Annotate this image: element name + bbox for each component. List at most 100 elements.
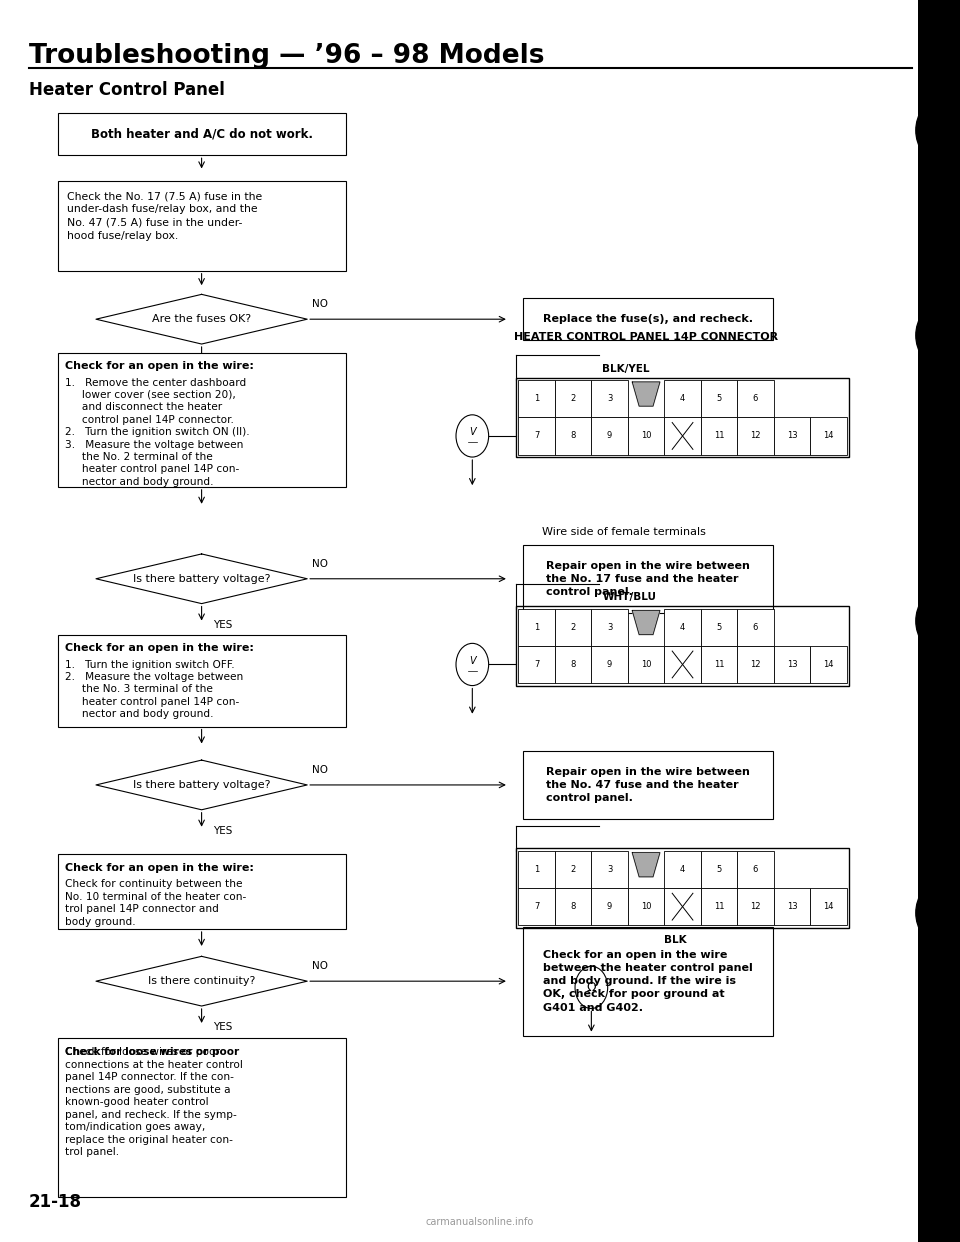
FancyBboxPatch shape [701,888,737,925]
FancyBboxPatch shape [774,888,810,925]
Text: Check for an open in the wire:: Check for an open in the wire: [65,361,254,371]
Text: WHT/BLU: WHT/BLU [602,592,657,602]
Text: Heater Control Panel: Heater Control Panel [29,81,225,98]
Text: 1: 1 [534,864,540,874]
Text: Ω: Ω [587,981,596,994]
FancyBboxPatch shape [58,113,346,155]
FancyBboxPatch shape [701,646,737,683]
FancyBboxPatch shape [918,0,960,1242]
FancyBboxPatch shape [555,380,591,417]
Text: YES: YES [213,360,232,370]
Text: 9: 9 [607,902,612,912]
FancyBboxPatch shape [737,380,774,417]
FancyBboxPatch shape [737,417,774,455]
FancyBboxPatch shape [523,298,773,340]
FancyBboxPatch shape [58,854,346,929]
FancyBboxPatch shape [774,417,810,455]
Text: 5: 5 [716,864,722,874]
Text: carmanualsonline.info: carmanualsonline.info [426,1217,534,1227]
Text: 11: 11 [714,660,724,669]
Polygon shape [96,956,307,1006]
Text: Replace the fuse(s), and recheck.: Replace the fuse(s), and recheck. [543,314,753,324]
Circle shape [916,883,960,943]
FancyBboxPatch shape [701,609,737,646]
Text: 2: 2 [570,864,576,874]
FancyBboxPatch shape [555,851,591,888]
FancyBboxPatch shape [555,609,591,646]
Text: BLK: BLK [664,935,687,945]
Text: Troubleshooting — ’96 – 98 Models: Troubleshooting — ’96 – 98 Models [29,43,544,70]
FancyBboxPatch shape [628,646,664,683]
FancyBboxPatch shape [810,417,847,455]
Text: 1: 1 [534,394,540,404]
FancyBboxPatch shape [810,888,847,925]
FancyBboxPatch shape [664,417,701,455]
FancyBboxPatch shape [701,417,737,455]
Text: 8: 8 [570,431,576,441]
Text: 12: 12 [751,902,760,912]
FancyBboxPatch shape [518,646,555,683]
FancyBboxPatch shape [664,609,701,646]
Text: BLK/YEL: BLK/YEL [602,364,650,374]
Text: 11: 11 [714,902,724,912]
Text: 1.   Turn the ignition switch OFF.
2.   Measure the voltage between
     the No.: 1. Turn the ignition switch OFF. 2. Meas… [65,660,244,719]
Text: 14: 14 [824,431,833,441]
Polygon shape [96,760,307,810]
Text: 10: 10 [641,660,651,669]
Circle shape [916,591,960,651]
FancyBboxPatch shape [58,181,346,271]
Text: Is there battery voltage?: Is there battery voltage? [132,780,271,790]
Circle shape [916,306,960,365]
Text: 1: 1 [534,622,540,632]
FancyBboxPatch shape [591,851,628,888]
FancyBboxPatch shape [591,646,628,683]
Polygon shape [633,611,660,635]
FancyBboxPatch shape [737,609,774,646]
Text: 3: 3 [607,622,612,632]
Text: 14: 14 [824,902,833,912]
Text: 3: 3 [607,394,612,404]
Text: 21-18: 21-18 [29,1194,82,1211]
Text: 9: 9 [607,431,612,441]
Text: NO: NO [312,299,328,309]
Text: Is there continuity?: Is there continuity? [148,976,255,986]
FancyBboxPatch shape [58,353,346,487]
Text: 4: 4 [680,622,685,632]
Text: 7: 7 [534,431,540,441]
Text: V: V [469,427,475,437]
Text: NO: NO [312,765,328,775]
FancyBboxPatch shape [518,609,555,646]
Text: Wire side of female terminals: Wire side of female terminals [542,527,707,537]
FancyBboxPatch shape [518,851,555,888]
FancyBboxPatch shape [518,888,555,925]
Text: 10: 10 [641,902,651,912]
FancyBboxPatch shape [701,380,737,417]
FancyBboxPatch shape [58,1038,346,1197]
Text: YES: YES [213,620,232,630]
Circle shape [916,101,960,160]
FancyBboxPatch shape [555,888,591,925]
Text: 3: 3 [607,864,612,874]
Text: 5: 5 [716,622,722,632]
Text: Check for loose wires or poor
connections at the heater control
panel 14P connec: Check for loose wires or poor connection… [65,1047,243,1158]
FancyBboxPatch shape [664,646,701,683]
FancyBboxPatch shape [555,646,591,683]
Text: 14: 14 [824,660,833,669]
FancyBboxPatch shape [523,927,773,1036]
FancyBboxPatch shape [737,851,774,888]
FancyBboxPatch shape [523,750,773,820]
Text: 9: 9 [607,660,612,669]
Polygon shape [96,554,307,604]
FancyBboxPatch shape [664,888,701,925]
Text: 12: 12 [751,431,760,441]
Text: 1.   Remove the center dashboard
     lower cover (see section 20),
     and dis: 1. Remove the center dashboard lower cov… [65,378,250,487]
Text: 13: 13 [786,660,798,669]
Text: Repair open in the wire between
the No. 17 fuse and the heater
control panel.: Repair open in the wire between the No. … [546,560,750,597]
FancyBboxPatch shape [737,888,774,925]
FancyBboxPatch shape [518,380,555,417]
FancyBboxPatch shape [810,646,847,683]
FancyBboxPatch shape [701,851,737,888]
Text: Both heater and A/C do not work.: Both heater and A/C do not work. [90,128,313,140]
Text: 11: 11 [714,431,724,441]
Text: 7: 7 [534,902,540,912]
